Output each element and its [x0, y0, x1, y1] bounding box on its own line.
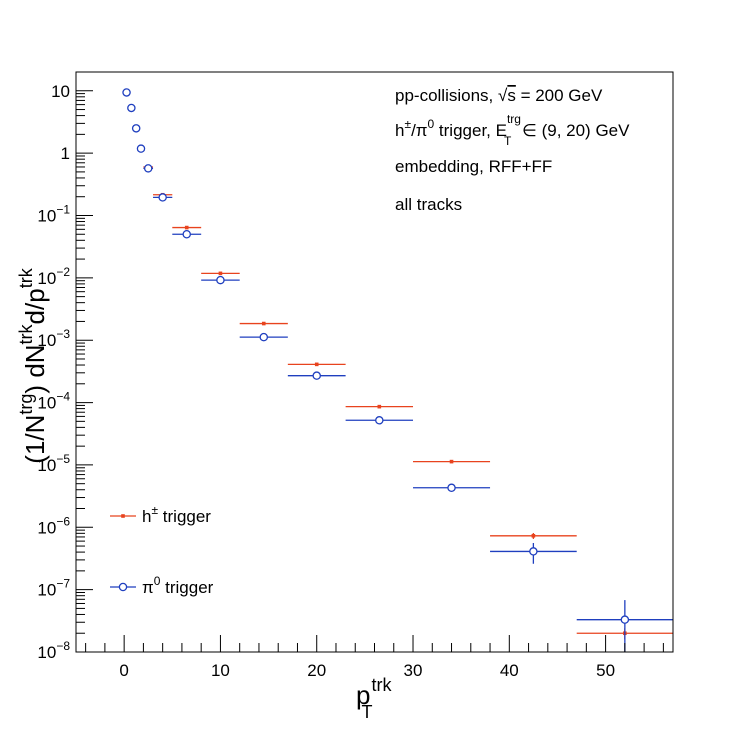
data-point: [259, 332, 269, 342]
annotation-trigger: h±/π0 trigger, Etrg T ∈ (9, 20) GeV: [395, 112, 630, 148]
axes: 0 10 20 30 40 50 10 1 10−1 10−2 10−3 10−4 10−5 10−6 10…: [16, 71, 664, 722]
data-point: [216, 275, 225, 285]
x-tick-label: 10: [211, 661, 230, 680]
data-point: [314, 362, 319, 367]
y-tick-label: 10: [51, 82, 70, 101]
y-tick-label: 10−2: [37, 265, 70, 288]
data-point: [184, 225, 189, 230]
data-point: [312, 371, 321, 380]
legend-label: h± trigger: [142, 503, 211, 526]
annotation-tracks: all tracks: [395, 195, 462, 214]
x-tick-label: 30: [404, 661, 423, 680]
y-tick-label: 10−5: [37, 452, 70, 475]
data-point: [261, 321, 266, 326]
y-tick-label: 10−4: [37, 390, 70, 413]
x-tick-label: 20: [307, 661, 326, 680]
x-axis-title: ptrk T: [356, 675, 392, 722]
x-tick-label: 0: [119, 661, 128, 680]
data-point: [158, 193, 167, 202]
legend-entry-pi0-trigger: π0 trigger: [110, 574, 214, 597]
data-point: [449, 459, 454, 464]
legend-marker: [118, 582, 128, 592]
plot-frame: [75, 71, 674, 653]
data-point: [529, 547, 538, 556]
data-point: [143, 164, 153, 173]
data-point: [136, 144, 146, 153]
series-pi0-trigger: [122, 88, 673, 652]
data-point: [131, 124, 141, 133]
y-tick-label: 10−3: [37, 327, 70, 350]
data-point: [218, 271, 223, 276]
annotations: pp-collisions, √s = 200 GeV h±/π0 trigger…: [395, 86, 630, 214]
y-tick-label: 10−1: [37, 202, 70, 225]
data-point: [447, 483, 456, 493]
data-point: [375, 416, 384, 425]
y-tick-label: 10−7: [37, 577, 70, 600]
data-point: [620, 615, 630, 624]
annotation-collisions: pp-collisions, √s = 200 GeV: [395, 86, 603, 105]
legend-entry-h-trigger: h± trigger: [110, 503, 211, 526]
annotation-embedding: embedding, RFF+FF: [395, 157, 552, 176]
x-tick-label: 50: [596, 661, 615, 680]
data-point: [122, 88, 131, 97]
legend-marker: [121, 514, 125, 518]
x-tick-label: 40: [500, 661, 519, 680]
y-tick-label: 1: [61, 144, 70, 163]
data-point: [531, 534, 536, 538]
legend: h± trigger π0 trigger: [110, 503, 214, 597]
data-point: [377, 404, 382, 409]
y-tick-label: 10−6: [37, 514, 70, 537]
data-point: [182, 230, 191, 239]
legend-label: π0 trigger: [142, 574, 214, 597]
y-tick-label: 10−8: [37, 639, 70, 662]
data-marks: [122, 88, 673, 652]
data-point: [127, 103, 136, 113]
y-axis-title: (1/Ntrg) dNtrkd/ptrk: [16, 267, 50, 463]
